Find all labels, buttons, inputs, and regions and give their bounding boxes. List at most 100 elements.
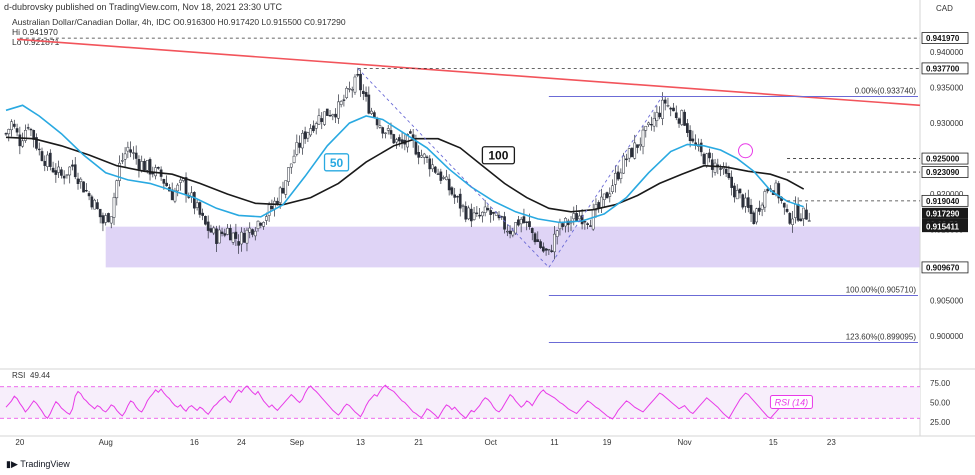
candle-body	[619, 172, 623, 179]
lo-readout: Lo 0.921871	[12, 37, 59, 47]
candle-body	[766, 188, 770, 192]
candle-body	[201, 212, 204, 216]
price-tick-label: 0.920000	[930, 190, 964, 199]
candle-body	[226, 227, 229, 235]
candle-body	[436, 173, 440, 175]
time-tick-label: Aug	[99, 438, 113, 447]
candle-body	[162, 178, 166, 184]
candle-body	[752, 212, 756, 225]
candle-body	[597, 202, 601, 208]
candle-body	[442, 177, 445, 179]
candle-body	[40, 151, 44, 161]
time-tick-label: Oct	[484, 438, 497, 447]
candle-body	[90, 196, 94, 208]
candle-body	[791, 218, 794, 225]
price-tag-box	[921, 261, 969, 274]
candle-body	[195, 202, 199, 208]
candle-body	[212, 227, 216, 234]
candle-body	[334, 113, 337, 118]
candle-body	[4, 133, 8, 135]
price-tag-text: 0.937700	[926, 64, 960, 73]
rsi-value: 49.44	[30, 371, 51, 380]
candle-body	[373, 112, 376, 118]
price-tag: 0.925000	[921, 152, 969, 165]
price-tick-label: 0.935000	[930, 84, 964, 93]
candle-body	[109, 216, 113, 224]
candle-body	[517, 219, 520, 226]
candle-body	[481, 211, 484, 217]
candle-body	[447, 178, 451, 191]
tradingview-logo[interactable]: ▮▶ TradingView	[6, 459, 70, 470]
candle-body	[760, 204, 764, 210]
candle-body	[469, 208, 473, 222]
candle-body	[98, 208, 102, 218]
candle-body	[749, 204, 753, 214]
candle-body	[580, 215, 584, 225]
candle-body	[688, 129, 692, 142]
time-tick-label: 15	[769, 438, 778, 447]
candle-body	[691, 138, 695, 142]
candle-body	[204, 216, 207, 225]
candle-body	[575, 213, 578, 222]
price-tag-text: 0.941970	[926, 34, 960, 43]
fib-level-label: 0.00%(0.933740)	[855, 87, 917, 96]
price-tag-box	[921, 62, 969, 75]
candle-body	[101, 215, 105, 224]
time-tick-label: Nov	[677, 438, 691, 447]
candle-body	[278, 187, 282, 203]
candle-body	[589, 225, 592, 227]
candle-body	[234, 231, 238, 239]
candle-body	[805, 209, 808, 220]
candle-body	[367, 94, 371, 114]
rsi-tick-label: 50.00	[930, 399, 951, 408]
candle-body	[115, 180, 119, 199]
candle-body	[73, 164, 77, 178]
candle-body	[223, 233, 227, 236]
falling-trendline	[17, 38, 921, 107]
candle-body	[528, 221, 531, 228]
price-tick-label: 0.940000	[930, 48, 964, 57]
candle-body	[331, 114, 335, 117]
candle-body	[118, 162, 121, 181]
rsi-pane: RSI 49.44 75.00 50.00 25.00 RSI (14)	[0, 371, 951, 427]
candle-body	[228, 228, 232, 241]
candle-body	[84, 190, 88, 192]
candle-body	[467, 207, 470, 220]
candle-body	[104, 215, 108, 223]
candle-body	[519, 219, 523, 225]
candle-body	[184, 177, 188, 195]
time-tick-label: 11	[550, 438, 559, 447]
sma-100-line	[5, 136, 805, 213]
candle-body	[359, 73, 362, 91]
candle-body	[431, 164, 434, 170]
candle-body	[699, 142, 703, 153]
candle-body	[107, 213, 110, 223]
candle-body	[461, 205, 465, 207]
candle-body	[492, 211, 495, 214]
candle-body	[123, 153, 127, 160]
candle-body	[35, 137, 38, 149]
candle-body	[464, 206, 468, 220]
price-tag-box	[922, 221, 968, 233]
price-tag-box	[921, 32, 969, 44]
hi-value: 0.941970	[22, 27, 58, 37]
candle-body	[231, 232, 235, 243]
candle-body	[591, 209, 595, 230]
candle-body	[176, 184, 180, 192]
candle-body	[248, 227, 252, 233]
candle-body	[259, 222, 263, 226]
candle-body	[522, 216, 526, 224]
candle-body	[633, 142, 637, 159]
candle-body	[21, 140, 24, 147]
candle-body	[364, 92, 368, 97]
candle-body	[60, 169, 63, 176]
candle-body	[129, 149, 132, 153]
price-tag-box	[922, 207, 968, 219]
candle-body	[267, 204, 271, 216]
candle-body	[719, 168, 722, 170]
price-tag-box	[921, 194, 969, 207]
candle-body	[486, 208, 490, 211]
candle-body	[251, 229, 254, 235]
candle-body	[616, 171, 620, 180]
